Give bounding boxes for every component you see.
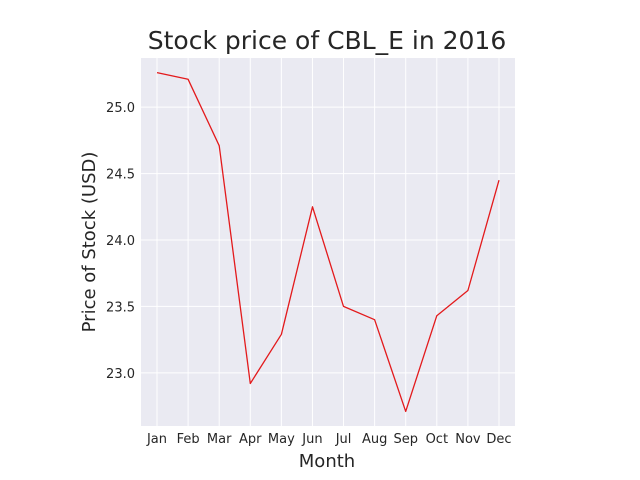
x-tick-label: Nov	[455, 432, 481, 447]
grid-lines	[141, 58, 515, 426]
x-tick-label: Mar	[207, 432, 232, 447]
x-tick-label: Jun	[301, 432, 322, 447]
chart-title: Stock price of CBL_E in 2016	[148, 26, 506, 55]
y-tick-labels: 23.0 23.5 24.0 24.5 25.0	[106, 101, 135, 382]
y-tick-label: 23.0	[106, 367, 135, 382]
data-series	[156, 71, 500, 413]
x-tick-label: Jan	[146, 432, 167, 447]
y-tick-label: 23.5	[106, 300, 135, 315]
price-line	[156, 71, 500, 413]
x-tick-label: Oct	[426, 432, 448, 447]
x-tick-label: Jul	[335, 432, 352, 447]
plot-area	[141, 58, 515, 426]
x-tick-label: Apr	[239, 432, 262, 447]
x-tick-label: May	[268, 432, 295, 447]
x-axis-title: Month	[299, 451, 355, 472]
x-tick-label: Dec	[486, 432, 511, 447]
y-tick-label: 25.0	[106, 101, 135, 116]
x-tick-label: Sep	[393, 432, 418, 447]
y-tick-label: 24.0	[106, 234, 135, 249]
x-tick-labels: Jan Feb Mar Apr May Jun Jul Aug Sep Oct Nov Dec	[146, 432, 512, 447]
y-tick-label: 24.5	[106, 168, 135, 183]
y-axis-title: Price of Stock (USD)	[79, 152, 100, 333]
x-tick-label: Feb	[177, 432, 200, 447]
x-tick-label: Aug	[362, 432, 387, 447]
